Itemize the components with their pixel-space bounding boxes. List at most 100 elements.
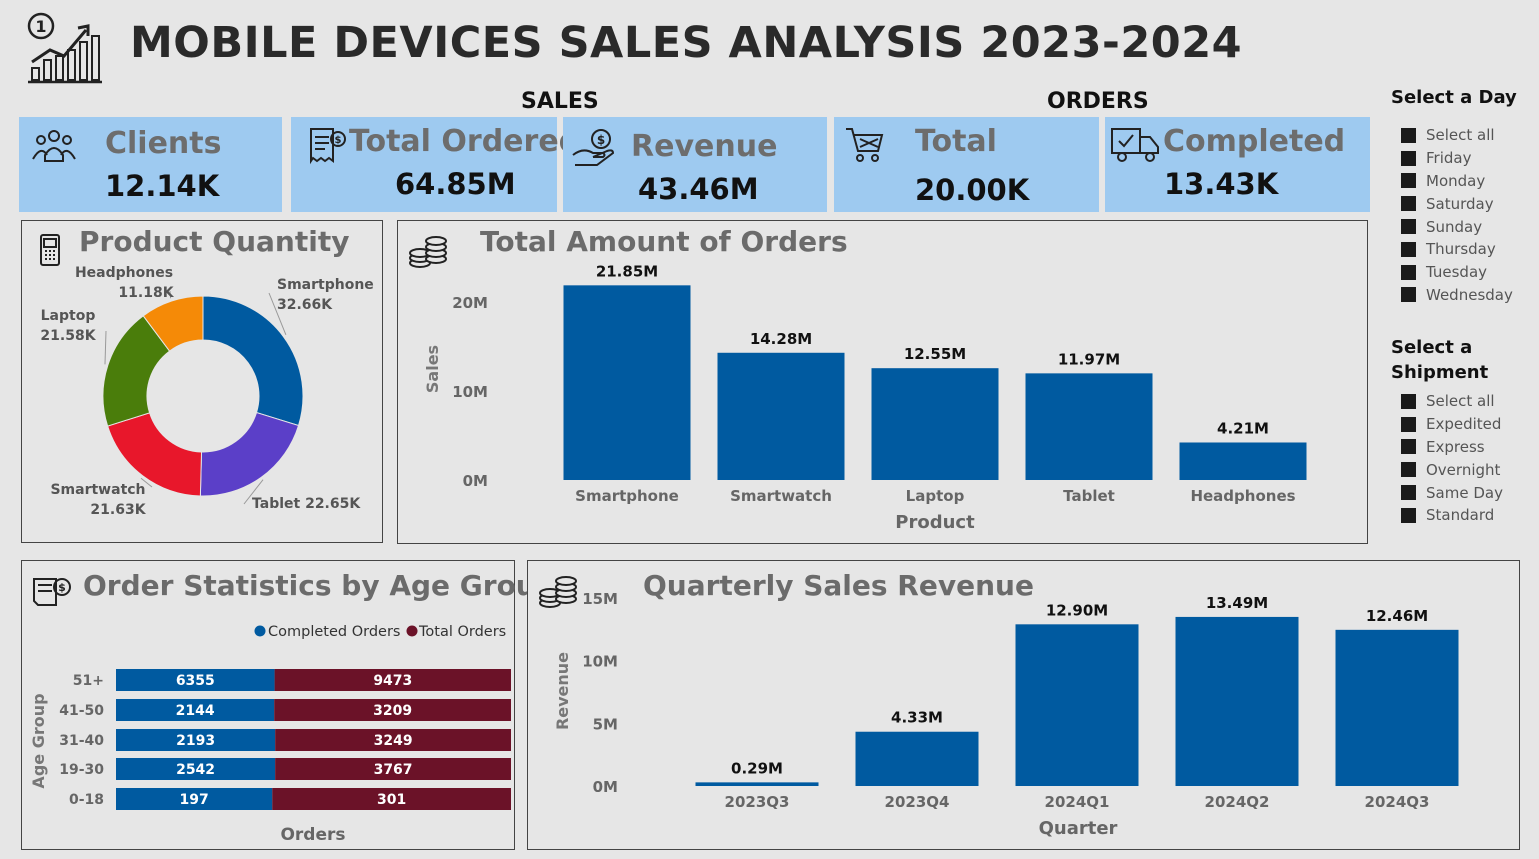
checkbox[interactable]: [1401, 127, 1416, 143]
svg-text:$: $: [335, 135, 342, 146]
bar-data-label: 0.29M: [731, 759, 783, 777]
x-axis-label: Quarter: [1039, 818, 1118, 839]
y-tick-label: 51+: [73, 673, 104, 689]
quarterly-revenue-panel: Quarterly Sales Revenue 0M 5M 10M 15M Revenu…: [527, 560, 1520, 850]
y-tick-label: 15M: [582, 590, 618, 608]
day-option[interactable]: Sunday: [1401, 215, 1531, 238]
panel-title: Quarterly Sales Revenue: [643, 569, 1034, 602]
kpi-title: Clients: [105, 126, 222, 161]
kpi-card-total-orders[interactable]: Total 20.00K: [834, 117, 1099, 212]
bar-data-label: 6355: [176, 673, 215, 689]
shipment-option-label: Express: [1426, 437, 1485, 456]
bar-total-orders: [275, 758, 511, 780]
checkbox[interactable]: [1401, 173, 1416, 189]
people-icon: [32, 130, 76, 162]
day-option[interactable]: Select all: [1401, 124, 1531, 147]
slice-name-label: Smartwatch: [50, 482, 145, 498]
day-option[interactable]: Tuesday: [1401, 261, 1531, 284]
bar-data-label: 3767: [374, 762, 413, 778]
kpi-value: 20.00K: [915, 173, 1030, 207]
checkbox[interactable]: [1401, 393, 1416, 409]
checkbox[interactable]: [1401, 287, 1416, 303]
shopping-cart-icon: [846, 128, 884, 162]
donut-slice-tablet: [199, 411, 300, 497]
age-groups-bar-chart: Completed Orders Total Orders 6355 9473 51+ 2…: [29, 624, 511, 845]
checkbox[interactable]: [1401, 485, 1416, 501]
y-tick-label: 0-18: [69, 792, 104, 808]
checkbox[interactable]: [1401, 219, 1416, 235]
bar: [871, 368, 999, 480]
day-option[interactable]: Wednesday: [1401, 284, 1531, 307]
bar: [1335, 629, 1459, 786]
day-option[interactable]: Saturday: [1401, 192, 1531, 215]
leader-line: [243, 479, 264, 505]
bar-data-label: 4.21M: [1217, 419, 1269, 437]
slice-name-label: Laptop: [41, 308, 96, 324]
bar-completed-orders: [116, 699, 275, 721]
leader-line: [268, 292, 287, 336]
checkbox[interactable]: [1401, 241, 1416, 257]
y-tick-label: 41-50: [59, 703, 104, 719]
y-axis-label: Age Group: [29, 693, 48, 788]
shipment-option[interactable]: Express: [1401, 436, 1531, 459]
bar-total-orders: [275, 729, 511, 751]
bar-data-label: 3209: [373, 703, 412, 719]
day-option-label: Saturday: [1426, 194, 1494, 213]
kpi-title: Total Ordered: [349, 124, 581, 159]
bar-data-label: 2193: [176, 733, 215, 749]
total-amount-bar-chart: 0M 10M 20M Sales 21.85M Smartphone 14.28M Smart…: [423, 262, 1307, 533]
kpi-card-clients[interactable]: Clients 12.14K: [19, 117, 282, 212]
svg-text:$: $: [597, 133, 605, 147]
slice-value-label: 32.66K: [277, 297, 333, 313]
bar-data-label: 21.85M: [596, 262, 658, 280]
panel-title: Product Quantity: [79, 225, 350, 258]
checkbox[interactable]: [1401, 439, 1416, 455]
kpi-card-total-ordered[interactable]: $ Total Ordered 64.85M: [291, 117, 580, 212]
x-tick-label: Smartwatch: [730, 487, 832, 505]
shipment-option[interactable]: Overnight: [1401, 458, 1531, 481]
checkbox[interactable]: [1401, 507, 1416, 523]
slice-name-label: Smartphone: [277, 277, 374, 293]
checkbox[interactable]: [1401, 416, 1416, 432]
bar-completed-orders: [116, 788, 273, 810]
total-amount-orders-panel: Total Amount of Orders 0M 10M 20M Sales 21.8…: [397, 220, 1368, 544]
bar: [1175, 616, 1299, 786]
shipment-option[interactable]: Expedited: [1401, 413, 1531, 436]
slice-value-label: 21.58K: [40, 328, 96, 344]
leader-line: [169, 290, 172, 299]
svg-text:1: 1: [35, 17, 46, 36]
age-groups-panel: $ Order Statistics by Age Groups Complet…: [21, 560, 572, 850]
shipment-option[interactable]: Select all: [1401, 390, 1531, 413]
bar-data-label: 2144: [176, 703, 215, 719]
sales-group-label: SALES: [521, 89, 599, 114]
checkbox[interactable]: [1401, 462, 1416, 478]
day-slicer: Select a Day Select all Friday Monday Satur…: [1391, 85, 1531, 306]
y-tick-label: 0M: [593, 778, 618, 796]
shipment-option-label: Standard: [1426, 506, 1495, 525]
bar-data-label: 12.46M: [1366, 607, 1428, 625]
checkbox[interactable]: [1401, 150, 1416, 166]
y-tick-label: 19-30: [59, 762, 104, 778]
day-option[interactable]: Monday: [1401, 170, 1531, 193]
kpi-card-revenue[interactable]: $ Revenue 43.46M: [563, 117, 827, 212]
legend-marker: [406, 625, 418, 637]
shipment-option[interactable]: Standard: [1401, 504, 1531, 527]
checkbox[interactable]: [1401, 196, 1416, 212]
day-option[interactable]: Friday: [1401, 147, 1531, 170]
shipment-option[interactable]: Same Day: [1401, 481, 1531, 504]
money-hand-icon: $: [572, 129, 615, 166]
kpi-card-completed[interactable]: Completed 13.43K: [1105, 117, 1370, 212]
kpi-value: 13.43K: [1164, 167, 1279, 201]
bar-data-label: 197: [180, 792, 209, 808]
shipment-slicer-title-line2: Shipment: [1391, 362, 1489, 383]
day-option[interactable]: Thursday: [1401, 238, 1531, 261]
x-tick-label: 2024Q3: [1365, 793, 1430, 811]
bar-data-label: 3249: [374, 733, 413, 749]
bar-completed-orders: [116, 669, 275, 691]
panel-title: Total Amount of Orders: [480, 225, 848, 258]
bar-total-orders: [274, 669, 511, 691]
x-axis-label: Product: [895, 512, 975, 533]
donut-slice-headphones: [142, 295, 204, 352]
kpi-title: Revenue: [631, 129, 778, 164]
checkbox[interactable]: [1401, 264, 1416, 280]
